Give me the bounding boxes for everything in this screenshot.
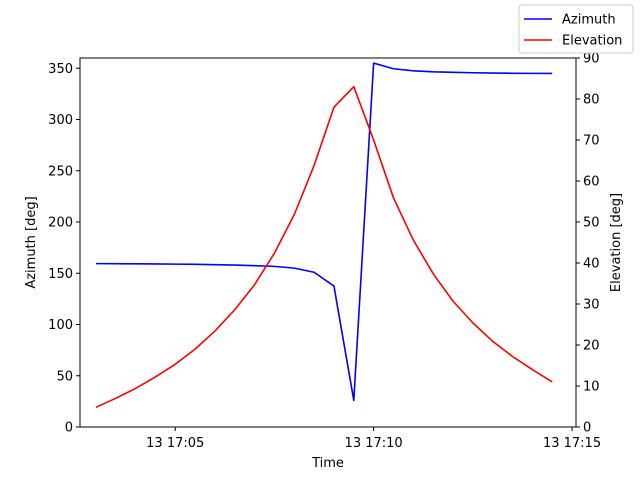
series-line-elevation bbox=[95, 85, 553, 409]
y-left-tick-label: 100 bbox=[48, 318, 73, 333]
x-axis-label: Time bbox=[311, 456, 344, 471]
y-left-tick-label: 0 bbox=[65, 421, 73, 436]
legend-box bbox=[518, 4, 634, 54]
y-axis-right-label: Elevation [deg] bbox=[609, 193, 624, 292]
y-right-tick-label: 70 bbox=[583, 134, 600, 149]
y-left-tick-label: 350 bbox=[48, 62, 73, 77]
y-left-tick-label: 250 bbox=[48, 164, 73, 179]
plot-frame bbox=[79, 57, 577, 428]
legend-label-elevation: Elevation bbox=[562, 34, 622, 49]
y-axis-right: 0 10 20 30 40 50 60 70 80 90 bbox=[576, 52, 600, 436]
x-tick-label: 13 17:10 bbox=[345, 436, 403, 451]
y-left-tick-label: 150 bbox=[48, 267, 73, 282]
y-right-tick-label: 10 bbox=[583, 380, 600, 395]
y-right-tick-label: 40 bbox=[583, 257, 600, 272]
y-right-tick-label: 80 bbox=[583, 93, 600, 108]
y-axis-left-label: Azimuth [deg] bbox=[24, 196, 39, 288]
series-layer bbox=[95, 62, 553, 409]
y-right-tick-label: 90 bbox=[583, 52, 600, 67]
y-left-tick-label: 300 bbox=[48, 113, 73, 128]
y-right-tick-label: 30 bbox=[583, 298, 600, 313]
y-left-tick-label: 50 bbox=[56, 369, 73, 384]
y-right-tick-label: 0 bbox=[583, 421, 591, 436]
x-tick-label: 13 17:05 bbox=[146, 436, 204, 451]
x-tick-label: 13 17:15 bbox=[543, 436, 601, 451]
x-axis: 13 17:05 13 17:10 13 17:15 bbox=[146, 427, 601, 451]
y-right-tick-label: 60 bbox=[583, 175, 600, 190]
legend: Azimuth Elevation bbox=[518, 4, 634, 54]
legend-label-azimuth: Azimuth bbox=[562, 13, 616, 28]
y-right-tick-label: 50 bbox=[583, 216, 600, 231]
series-line-azimuth bbox=[95, 62, 553, 402]
y-left-tick-label: 200 bbox=[48, 216, 73, 231]
y-right-tick-label: 20 bbox=[583, 339, 600, 354]
y-axis-left: 0 50 100 150 200 250 300 350 bbox=[48, 62, 80, 436]
